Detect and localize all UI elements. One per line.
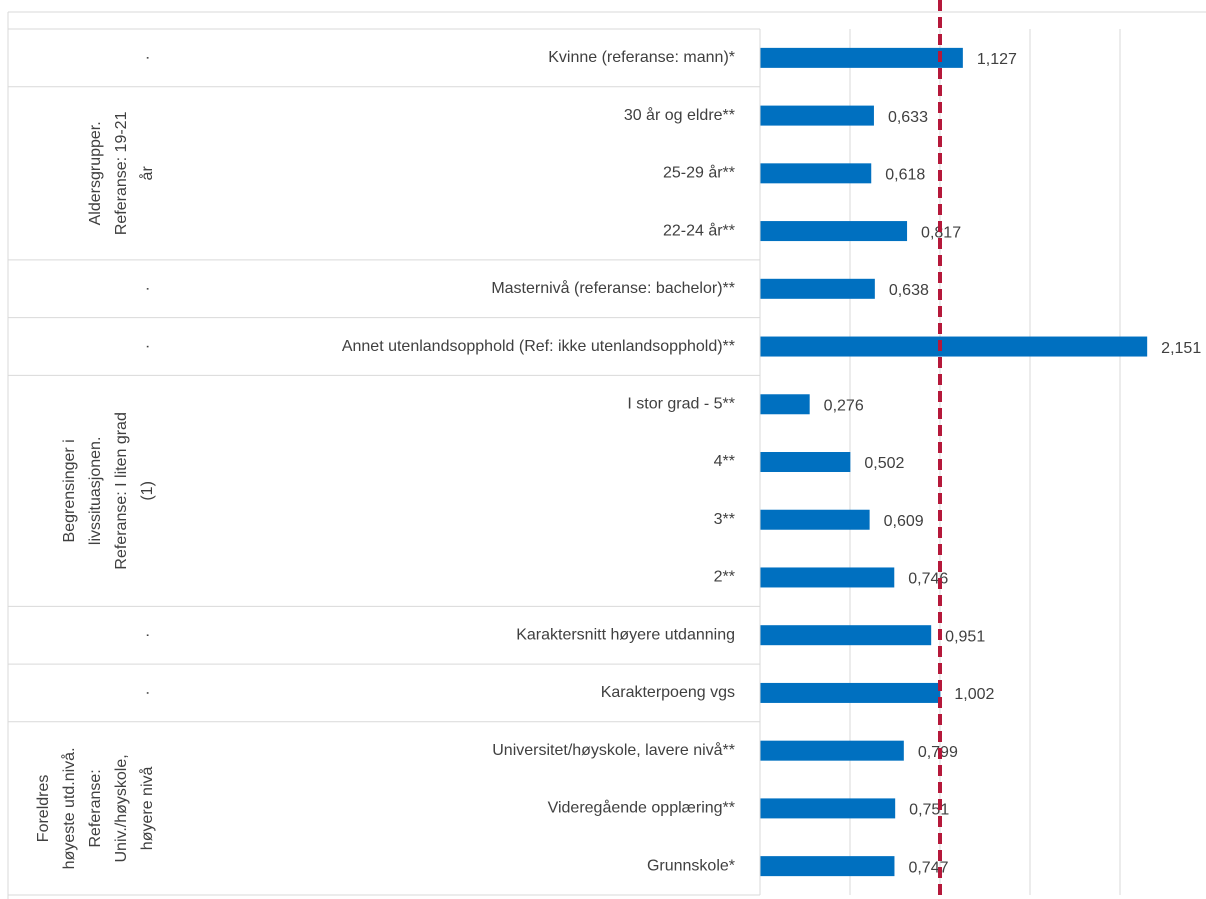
- value-label: 0,746: [908, 571, 948, 588]
- bar: [760, 452, 851, 472]
- group-label: ·: [139, 344, 156, 349]
- category-label: Masternivå (referanse: bachelor)**: [491, 279, 735, 297]
- bar: [760, 682, 941, 703]
- category-label: Videregående opplæring**: [548, 799, 735, 817]
- value-label: 1,127: [977, 51, 1017, 68]
- bar: [760, 740, 904, 761]
- group-label: Univ./høyskole,: [113, 754, 130, 862]
- value-label: 0,817: [921, 224, 961, 241]
- category-label: Karakterpoeng vgs: [601, 684, 735, 701]
- group-label: ·: [139, 55, 156, 60]
- category-label: 3**: [714, 511, 735, 528]
- group-label: Foreldres: [35, 775, 52, 843]
- category-label: 2**: [714, 569, 735, 586]
- category-label: Universitet/høyskole, lavere nivå**: [492, 741, 735, 759]
- bar: [760, 336, 1148, 357]
- bar: [760, 163, 872, 184]
- category-label: 25-29 år**: [663, 164, 735, 182]
- value-label: 0,609: [884, 513, 924, 530]
- bar: [760, 567, 895, 588]
- group-label: Begrensinger i: [61, 439, 78, 542]
- group-label: ·: [139, 286, 156, 291]
- bar: [760, 856, 895, 877]
- category-label: Karaktersnitt høyere utdanning: [516, 626, 735, 643]
- value-label: 0,751: [909, 802, 949, 819]
- bar: [760, 221, 908, 242]
- category-label: Grunnskole*: [647, 857, 735, 874]
- bar: [760, 625, 932, 646]
- bar: [760, 105, 874, 126]
- group-label: Referanse:: [87, 769, 104, 847]
- bar: [760, 47, 963, 68]
- bar: [760, 509, 870, 530]
- value-label: 0,951: [945, 628, 985, 645]
- group-label: Referanse: 19-21: [113, 111, 130, 235]
- category-label: 22-24 år**: [663, 221, 735, 239]
- category-label: Kvinne (referanse: mann)*: [548, 49, 735, 66]
- value-label: 2,151: [1161, 340, 1201, 357]
- value-label: 0,618: [885, 167, 925, 184]
- value-label: 0,633: [888, 109, 928, 126]
- value-label: 1,002: [954, 686, 994, 703]
- category-label: Annet utenlandsopphold (Ref: ikke utenla…: [342, 338, 735, 355]
- group-label: (1): [139, 481, 156, 501]
- group-label: Referanse: I liten grad: [113, 412, 130, 569]
- group-label: høyeste utd.nivå.: [60, 747, 78, 869]
- bar: [760, 278, 875, 299]
- group-label: år: [138, 166, 156, 181]
- category-label: 4**: [714, 453, 735, 470]
- value-label: 0,747: [908, 859, 948, 876]
- value-label: 0,502: [864, 455, 904, 472]
- group-label: høyere nivå: [138, 767, 156, 851]
- group-label: Aldersgrupper.: [87, 121, 104, 225]
- group-label: livssituasjonen.: [87, 437, 104, 546]
- group-label: ·: [139, 633, 156, 638]
- category-label: I stor grad - 5**: [627, 395, 735, 412]
- group-label: ·: [139, 690, 156, 695]
- category-label: 30 år og eldre**: [624, 106, 735, 124]
- value-label: 0,276: [824, 397, 864, 414]
- bar: [760, 798, 896, 819]
- bar: [760, 394, 810, 415]
- value-label: 0,799: [918, 744, 958, 761]
- value-label: 0,638: [889, 282, 929, 299]
